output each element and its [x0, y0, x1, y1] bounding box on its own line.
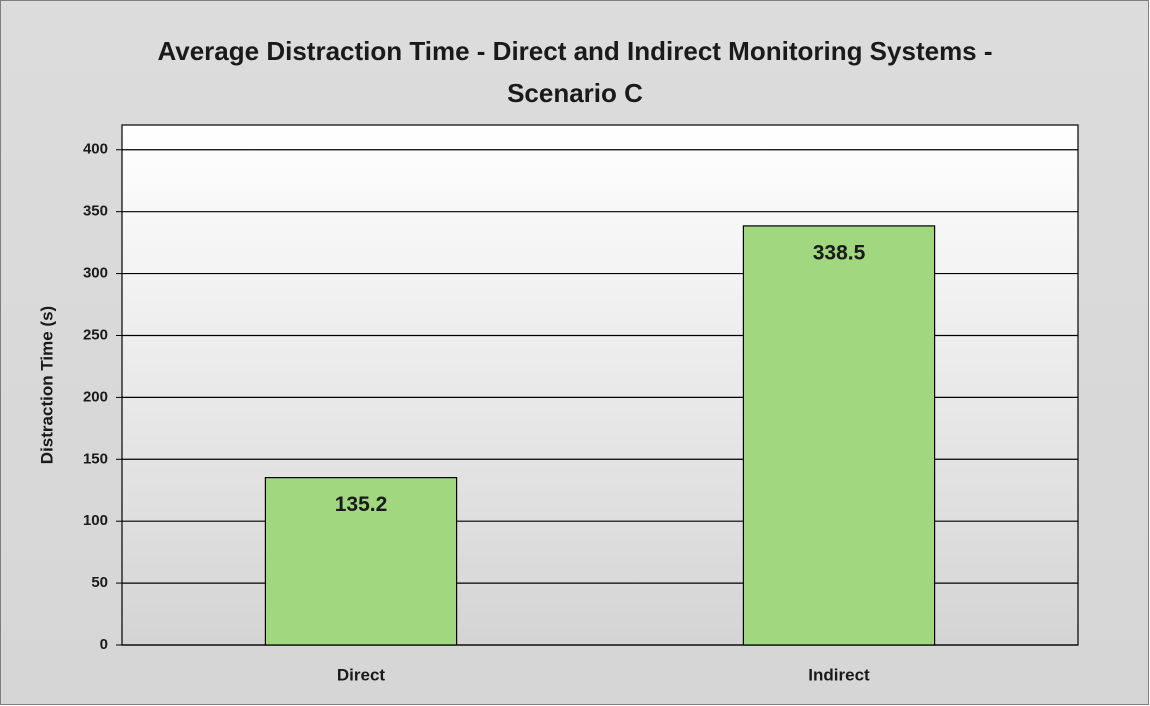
y-tick-label: 300	[83, 265, 108, 282]
y-tick-label: 50	[91, 574, 108, 591]
bar	[264, 477, 458, 646]
chart-title: Average Distraction Time - Direct and In…	[157, 36, 993, 108]
y-tick-label: 400	[83, 141, 108, 158]
data-label: 135.2	[335, 493, 388, 516]
y-tick-label: 200	[83, 388, 108, 405]
y-tick-label: 100	[83, 512, 108, 529]
y-tick-label: 250	[83, 326, 108, 343]
y-tick-label: 0	[100, 636, 108, 653]
x-tick-label: Indirect	[808, 665, 870, 684]
y-tick-label: 150	[83, 450, 108, 467]
y-axis-label: Distraction Time (s)	[37, 306, 56, 464]
x-tick-label: Direct	[337, 665, 386, 684]
data-label: 338.5	[813, 241, 866, 264]
y-tick-label: 350	[83, 203, 108, 220]
bar	[742, 225, 936, 646]
